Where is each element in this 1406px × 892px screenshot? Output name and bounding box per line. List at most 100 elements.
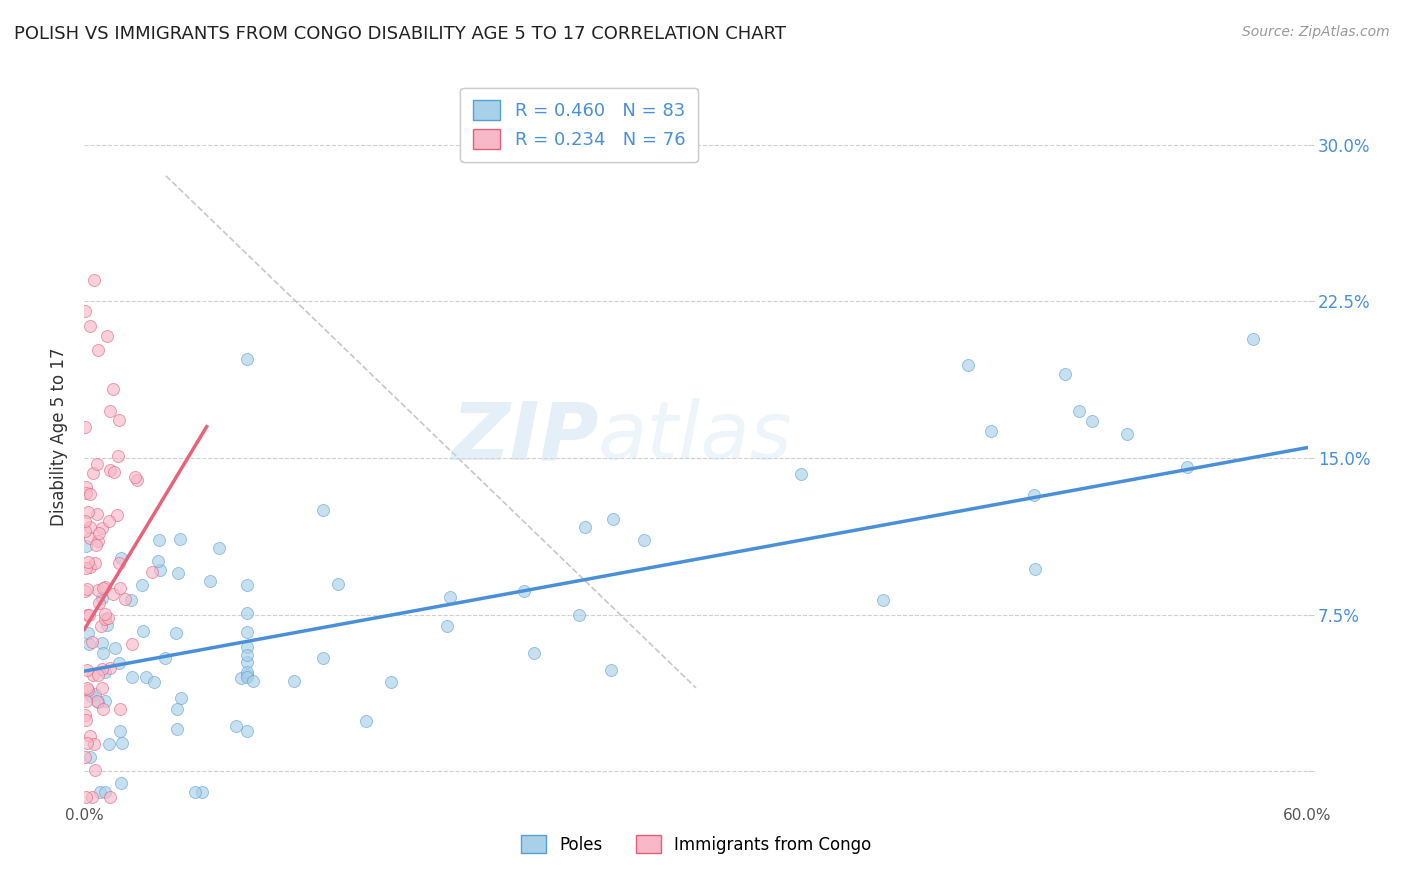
- Point: [132, 624, 155, 639]
- Point: [87, 668, 110, 682]
- Point: [108, 723, 131, 738]
- Point: [86, 695, 108, 709]
- Point: [326, 577, 349, 591]
- Point: [90, 619, 112, 633]
- Point: [75, 480, 97, 494]
- Point: [104, 640, 127, 655]
- Point: [75, 561, 97, 575]
- Point: [191, 785, 214, 799]
- Point: [79, 520, 101, 534]
- Point: [121, 636, 143, 650]
- Point: [80, 689, 103, 703]
- Point: [1022, 488, 1045, 502]
- Point: [166, 722, 188, 736]
- Point: [80, 789, 103, 804]
- Point: [574, 520, 596, 534]
- Point: [76, 736, 98, 750]
- Point: [602, 512, 624, 526]
- Point: [789, 467, 811, 482]
- Point: [94, 785, 117, 799]
- Point: [90, 662, 112, 676]
- Point: [76, 608, 98, 623]
- Point: [79, 749, 101, 764]
- Point: [87, 343, 110, 358]
- Point: [96, 618, 118, 632]
- Point: [98, 404, 121, 418]
- Point: [236, 352, 259, 367]
- Point: [79, 531, 101, 545]
- Point: [513, 583, 536, 598]
- Point: [79, 318, 101, 333]
- Point: [108, 656, 131, 670]
- Y-axis label: Disability Age 5 to 17: Disability Age 5 to 17: [51, 348, 69, 526]
- Point: [135, 670, 157, 684]
- Point: [100, 463, 122, 477]
- Point: [90, 521, 112, 535]
- Point: [75, 524, 97, 538]
- Point: [77, 625, 100, 640]
- Point: [110, 550, 132, 565]
- Point: [87, 533, 110, 548]
- Point: [90, 636, 112, 650]
- Point: [165, 625, 187, 640]
- Point: [568, 608, 591, 623]
- Text: ZIP: ZIP: [451, 398, 598, 476]
- Point: [89, 785, 111, 799]
- Point: [83, 738, 105, 752]
- Point: [1175, 460, 1198, 475]
- Point: [97, 737, 120, 751]
- Text: POLISH VS IMMIGRANTS FROM CONGO DISABILITY AGE 5 TO 17 CORRELATION CHART: POLISH VS IMMIGRANTS FROM CONGO DISABILI…: [14, 25, 786, 43]
- Point: [108, 702, 131, 716]
- Point: [107, 556, 129, 570]
- Point: [184, 785, 207, 799]
- Point: [633, 533, 655, 547]
- Point: [79, 729, 101, 743]
- Point: [121, 670, 143, 684]
- Point: [103, 382, 125, 396]
- Point: [143, 675, 166, 690]
- Point: [77, 607, 100, 622]
- Point: [872, 593, 894, 607]
- Point: [73, 420, 96, 434]
- Point: [82, 635, 104, 649]
- Point: [73, 707, 96, 722]
- Point: [283, 673, 305, 688]
- Point: [153, 650, 176, 665]
- Point: [98, 789, 121, 804]
- Point: [94, 694, 117, 708]
- Point: [108, 581, 131, 595]
- Point: [1081, 414, 1104, 428]
- Point: [97, 514, 120, 528]
- Point: [127, 473, 149, 487]
- Point: [97, 611, 120, 625]
- Point: [76, 681, 98, 696]
- Point: [167, 566, 190, 580]
- Point: [73, 514, 96, 528]
- Point: [91, 702, 114, 716]
- Point: [75, 789, 97, 804]
- Point: [77, 555, 100, 569]
- Point: [84, 763, 107, 777]
- Point: [114, 592, 136, 607]
- Point: [103, 465, 125, 479]
- Point: [91, 581, 114, 595]
- Point: [236, 625, 259, 640]
- Point: [86, 694, 108, 708]
- Point: [124, 470, 146, 484]
- Point: [236, 648, 259, 662]
- Point: [82, 667, 104, 681]
- Point: [141, 565, 163, 579]
- Point: [236, 670, 259, 684]
- Point: [111, 736, 134, 750]
- Point: [75, 713, 97, 727]
- Point: [236, 665, 259, 679]
- Point: [148, 533, 170, 547]
- Point: [90, 591, 112, 606]
- Point: [439, 591, 461, 605]
- Point: [94, 607, 117, 621]
- Text: atlas: atlas: [598, 398, 793, 476]
- Point: [1054, 368, 1077, 382]
- Point: [75, 750, 97, 764]
- Point: [76, 682, 98, 697]
- Point: [108, 413, 131, 427]
